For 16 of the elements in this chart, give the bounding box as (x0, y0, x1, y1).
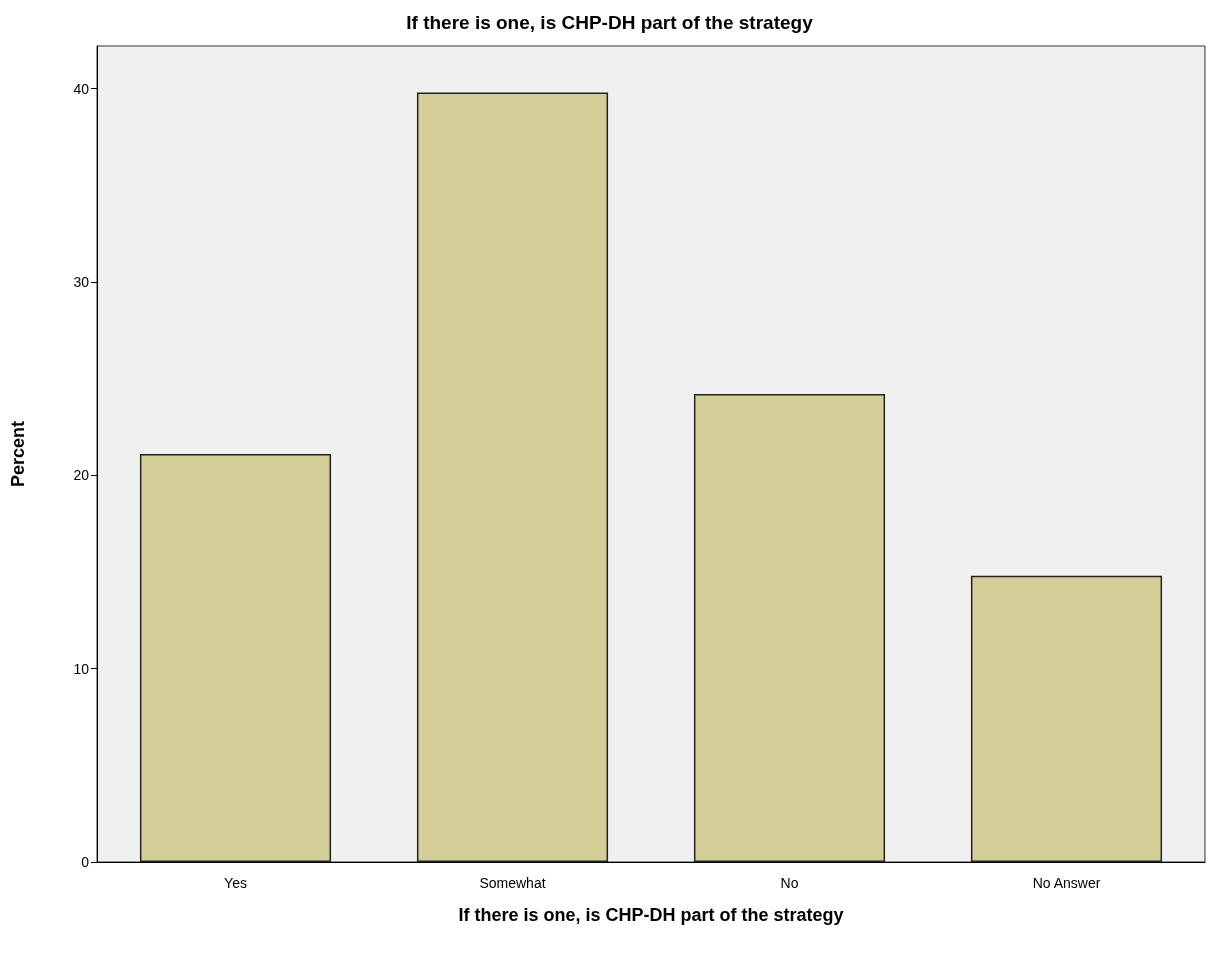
x-tick-label: No Answer (1032, 875, 1101, 891)
y-tick-label: 40 (73, 80, 90, 97)
y-tick-label: 0 (81, 854, 90, 870)
y-tick-label: 10 (73, 660, 90, 677)
bar (416, 92, 609, 862)
bar (139, 454, 332, 862)
x-tick-label: Yes (224, 875, 247, 891)
bar (970, 575, 1163, 862)
x-tick-label: No (780, 875, 799, 891)
x-axis-title: If there is one, is CHP-DH part of the strategy (458, 905, 844, 925)
y-tick-label: 20 (73, 467, 90, 484)
chart-title: If there is one, is CHP-DH part of the strategy (406, 12, 814, 33)
y-axis-title: Percent (8, 420, 28, 488)
y-tick-label: 30 (73, 273, 90, 290)
bar (693, 394, 886, 862)
x-tick-label: Somewhat (479, 875, 546, 891)
